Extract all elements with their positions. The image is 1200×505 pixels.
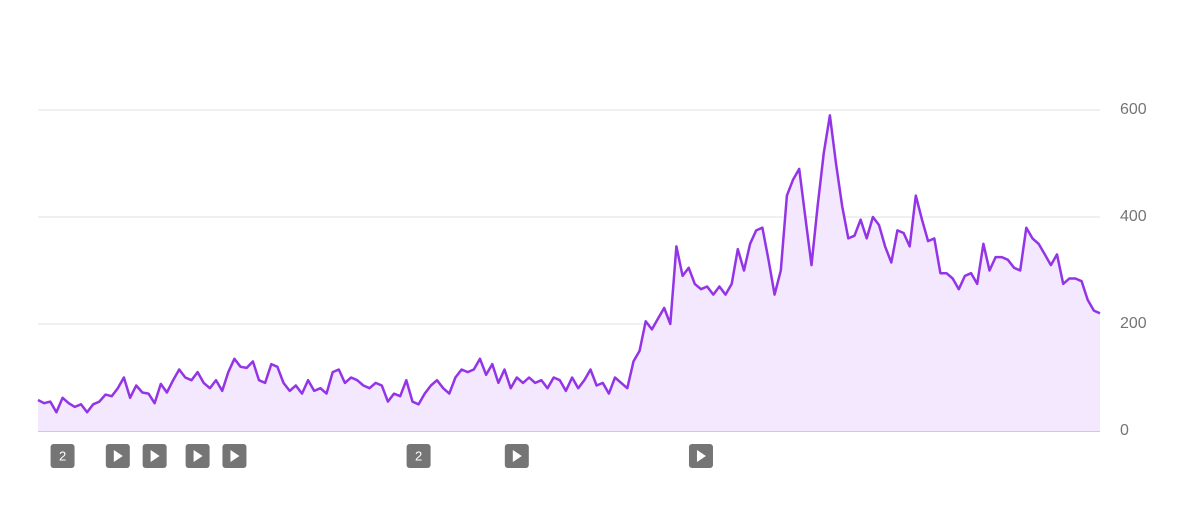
play-icon	[113, 450, 123, 462]
annotation-badge	[50, 444, 75, 468]
play-icon	[230, 450, 240, 462]
area-fill	[38, 115, 1100, 432]
annotation-marker	[222, 444, 247, 468]
annotation-badge	[406, 444, 431, 468]
y-tick-label: 200	[1120, 315, 1147, 332]
play-icon	[512, 450, 522, 462]
play-icon	[193, 450, 203, 462]
annotation-label: 2	[415, 448, 422, 463]
annotation-marker	[688, 444, 713, 468]
annotation-marker	[142, 444, 167, 468]
y-tick-label: 600	[1120, 101, 1147, 118]
annotation-label: 2	[59, 448, 66, 463]
annotation-marker	[105, 444, 130, 468]
annotation-marker: 2	[50, 444, 75, 468]
y-tick-label: 0	[1120, 422, 1129, 439]
play-icon	[150, 450, 160, 462]
annotation-marker: 2	[406, 444, 431, 468]
annotation-marker	[185, 444, 210, 468]
annotation-marker	[504, 444, 529, 468]
y-tick-label: 400	[1120, 208, 1147, 225]
play-icon	[696, 450, 706, 462]
line	[37, 114, 1101, 414]
